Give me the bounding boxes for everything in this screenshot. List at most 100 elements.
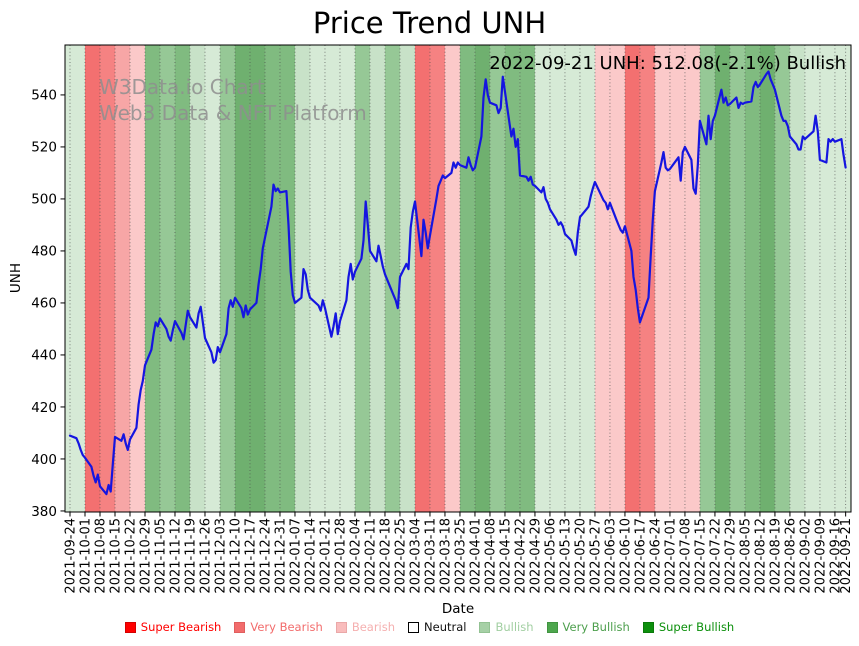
y-tick-label: 400: [31, 452, 57, 468]
legend-item: Very Bearish: [234, 620, 323, 634]
x-tick-label: 2022-04-08: [484, 518, 499, 594]
sentiment-band: [609, 45, 625, 512]
sentiment-band: [594, 45, 610, 512]
sentiment-band: [549, 45, 565, 512]
x-tick-label: 2021-11-05: [154, 518, 169, 594]
watermark-line-1: W3Data.io Chart: [99, 75, 265, 99]
sentiment-band: [564, 45, 580, 512]
x-tick-label: 2022-06-17: [634, 518, 649, 594]
sentiment-band: [654, 45, 670, 512]
sentiment-band: [759, 45, 775, 512]
sentiment-band: [234, 45, 250, 512]
x-tick-label: 2021-10-29: [139, 518, 154, 594]
x-tick-label: 2021-11-26: [199, 518, 214, 594]
x-tick-label: 2022-06-03: [604, 518, 619, 594]
sentiment-band: [84, 45, 100, 512]
sentiment-band: [639, 45, 655, 512]
sentiment-band: [264, 45, 280, 512]
x-tick-label: 2022-01-14: [304, 518, 319, 594]
sentiment-band: [369, 45, 385, 512]
x-tick-label: 2022-07-15: [694, 518, 709, 594]
sentiment-band: [789, 45, 805, 512]
x-tick-label: 2021-11-12: [169, 518, 184, 594]
x-tick-label: 2022-09-21: [839, 518, 854, 594]
x-tick-label: 2022-06-24: [649, 518, 664, 594]
sentiment-band: [534, 45, 550, 512]
y-tick-label: 460: [31, 296, 57, 312]
x-tick-label: 2022-02-18: [379, 518, 394, 594]
sentiment-band: [309, 45, 325, 512]
sentiment-band: [834, 45, 851, 512]
sentiment-band: [279, 45, 295, 512]
x-tick-label: 2022-04-01: [469, 518, 484, 594]
sentiment-band: [729, 45, 745, 512]
legend-item: Bullish: [479, 620, 534, 634]
x-tick-label: 2022-07-01: [664, 518, 679, 594]
legend-item: Very Bullish: [546, 620, 630, 634]
sentiment-band: [699, 45, 715, 512]
sentiment-band: [444, 45, 460, 512]
sentiment-band: [519, 45, 535, 512]
sentiment-band: [684, 45, 700, 512]
x-tick-label: 2022-08-19: [769, 518, 784, 594]
legend-label: Super Bearish: [140, 620, 222, 634]
sentiment-band: [819, 45, 835, 512]
y-tick-label: 520: [31, 140, 57, 156]
x-tick-label: 2022-09-09: [814, 518, 829, 594]
sentiment-band: [159, 45, 175, 512]
y-tick-label: 500: [31, 192, 57, 208]
sentiment-band: [144, 45, 160, 512]
x-tick-label: 2022-05-13: [559, 518, 574, 594]
legend-swatch-icon: [335, 621, 347, 633]
y-tick-label: 420: [31, 400, 57, 416]
x-tick-label: 2022-04-22: [514, 518, 529, 594]
x-tick-label: 2022-01-07: [289, 518, 304, 594]
x-tick-label: 2022-05-27: [589, 518, 604, 594]
legend-item: Super Bullish: [642, 620, 734, 634]
legend-swatch-icon: [408, 621, 420, 633]
plot-border: [64, 44, 852, 513]
x-tick-label: 2022-08-26: [784, 518, 799, 594]
sentiment-band: [669, 45, 685, 512]
legend-swatch-icon: [642, 621, 654, 633]
sentiment-band: [414, 45, 430, 512]
sentiment-band: [624, 45, 640, 512]
sentiment-band: [384, 45, 400, 512]
legend-swatch-icon: [479, 621, 491, 633]
latest-quote-annotation: 2022-09-21 UNH: 512.08(-2.1%) Bullish: [489, 53, 846, 74]
legend-item: Bearish: [335, 620, 396, 634]
sentiment-band: [774, 45, 790, 512]
x-tick-label: 2022-02-25: [394, 518, 409, 594]
sentiment-band: [504, 45, 520, 512]
sentiment-band: [399, 45, 415, 512]
x-tick-label: 2022-01-28: [334, 518, 349, 594]
sentiment-band: [714, 45, 730, 512]
sentiment-band: [459, 45, 475, 512]
sentiment-band: [114, 45, 130, 512]
x-tick-label: 2021-11-19: [184, 518, 199, 594]
y-tick-label: 440: [31, 348, 57, 364]
legend-label: Very Bearish: [250, 620, 323, 634]
x-tick-label: 2022-02-11: [364, 518, 379, 594]
y-tick-label: 540: [31, 88, 57, 104]
x-tick-label: 2021-12-31: [274, 518, 289, 594]
sentiment-band: [474, 45, 490, 512]
x-axis-title: Date: [441, 601, 475, 617]
sentiment-band: [65, 45, 85, 512]
sentiment-band: [354, 45, 370, 512]
x-tick-label: 2022-05-06: [544, 518, 559, 594]
legend-item: Neutral: [408, 620, 466, 634]
x-tick-label: 2021-12-24: [259, 518, 274, 594]
y-tick-label: 380: [31, 504, 57, 520]
y-tick-label: 480: [31, 244, 57, 260]
x-tick-label: 2022-05-20: [574, 518, 589, 594]
x-tick-label: 2022-09-02: [799, 518, 814, 594]
y-axis-title: UNH: [8, 262, 24, 294]
sentiment-legend: Super Bearish Very Bearish Bearish Neutral B…: [0, 620, 859, 634]
legend-label: Bearish: [351, 620, 396, 634]
x-tick-label: 2022-08-05: [739, 518, 754, 594]
x-tick-label: 2022-04-29: [529, 518, 544, 594]
x-tick-label: 2022-01-21: [319, 518, 334, 594]
